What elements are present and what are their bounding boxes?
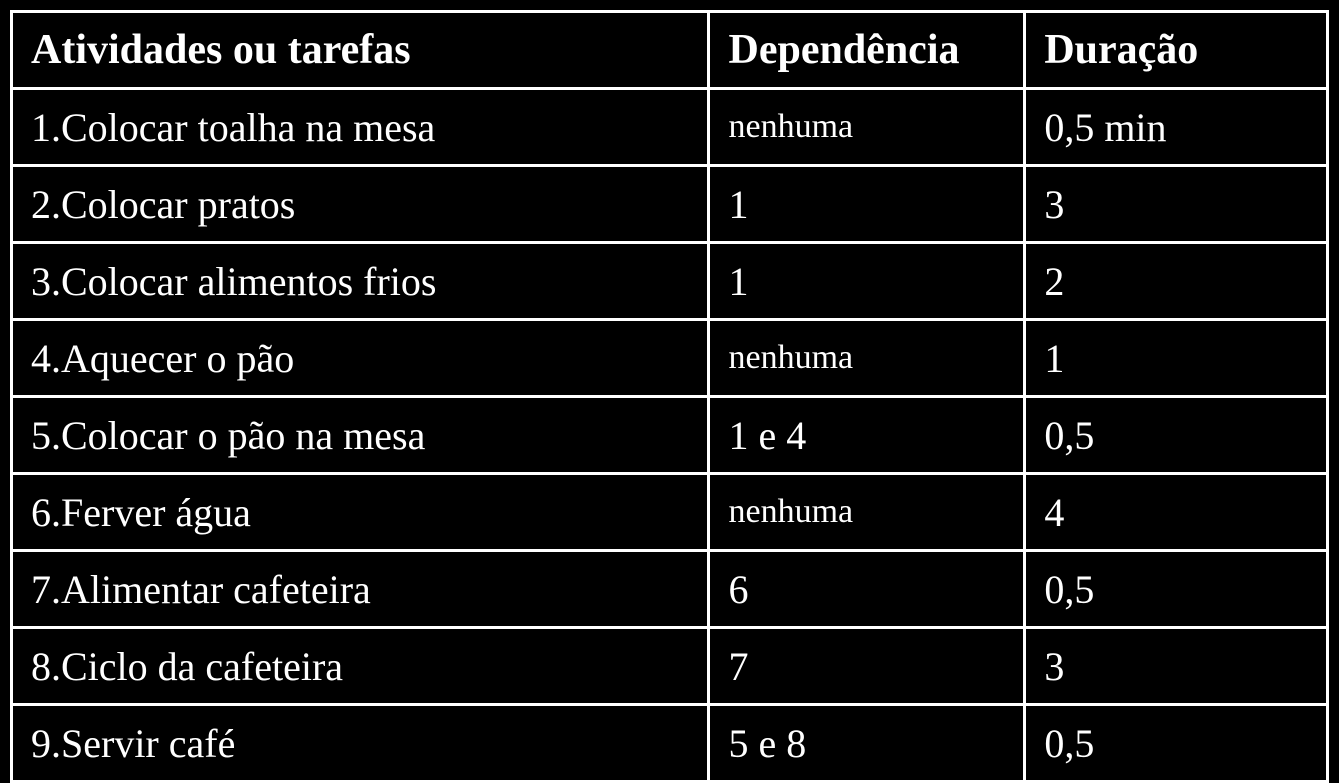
cell-activity: 3.Colocar alimentos frios: [12, 243, 709, 320]
table-row: 2.Colocar pratos13: [12, 166, 1328, 243]
cell-duration: 0,5: [1025, 705, 1328, 782]
cell-dependency: 6: [709, 551, 1025, 628]
cell-dependency: 1: [709, 243, 1025, 320]
table-header-row: Atividades ou tarefas Dependência Duraçã…: [12, 12, 1328, 89]
cell-duration: 1: [1025, 320, 1328, 397]
cell-activity: 8.Ciclo da cafeteira: [12, 628, 709, 705]
cell-dependency: nenhuma: [709, 320, 1025, 397]
cell-duration: 4: [1025, 474, 1328, 551]
cell-duration: 0,5: [1025, 551, 1328, 628]
cell-dependency: nenhuma: [709, 474, 1025, 551]
cell-dependency: 7: [709, 628, 1025, 705]
cell-duration: 3: [1025, 166, 1328, 243]
table-row: 5.Colocar o pão na mesa1 e 40,5: [12, 397, 1328, 474]
header-activity: Atividades ou tarefas: [12, 12, 709, 89]
table-row: 9.Servir café5 e 80,5: [12, 705, 1328, 782]
cell-duration: 2: [1025, 243, 1328, 320]
cell-dependency: 1 e 4: [709, 397, 1025, 474]
header-duration: Duração: [1025, 12, 1328, 89]
cell-dependency: 1: [709, 166, 1025, 243]
cell-dependency: 5 e 8: [709, 705, 1025, 782]
activity-table: Atividades ou tarefas Dependência Duraçã…: [10, 10, 1329, 783]
table-row: 3.Colocar alimentos frios12: [12, 243, 1328, 320]
cell-duration: 0,5 min: [1025, 89, 1328, 166]
cell-activity: 5.Colocar o pão na mesa: [12, 397, 709, 474]
table-row: 8.Ciclo da cafeteira73: [12, 628, 1328, 705]
table-body: 1.Colocar toalha na mesanenhuma0,5 min2.…: [12, 89, 1328, 782]
cell-dependency: nenhuma: [709, 89, 1025, 166]
table-row: 4.Aquecer o pãonenhuma1: [12, 320, 1328, 397]
table-row: 7.Alimentar cafeteira60,5: [12, 551, 1328, 628]
cell-duration: 0,5: [1025, 397, 1328, 474]
cell-duration: 3: [1025, 628, 1328, 705]
cell-activity: 9.Servir café: [12, 705, 709, 782]
cell-activity: 2.Colocar pratos: [12, 166, 709, 243]
header-dependency: Dependência: [709, 12, 1025, 89]
cell-activity: 1.Colocar toalha na mesa: [12, 89, 709, 166]
cell-activity: 6.Ferver água: [12, 474, 709, 551]
table-row: 6.Ferver águanenhuma4: [12, 474, 1328, 551]
cell-activity: 4.Aquecer o pão: [12, 320, 709, 397]
table-row: 1.Colocar toalha na mesanenhuma0,5 min: [12, 89, 1328, 166]
cell-activity: 7.Alimentar cafeteira: [12, 551, 709, 628]
